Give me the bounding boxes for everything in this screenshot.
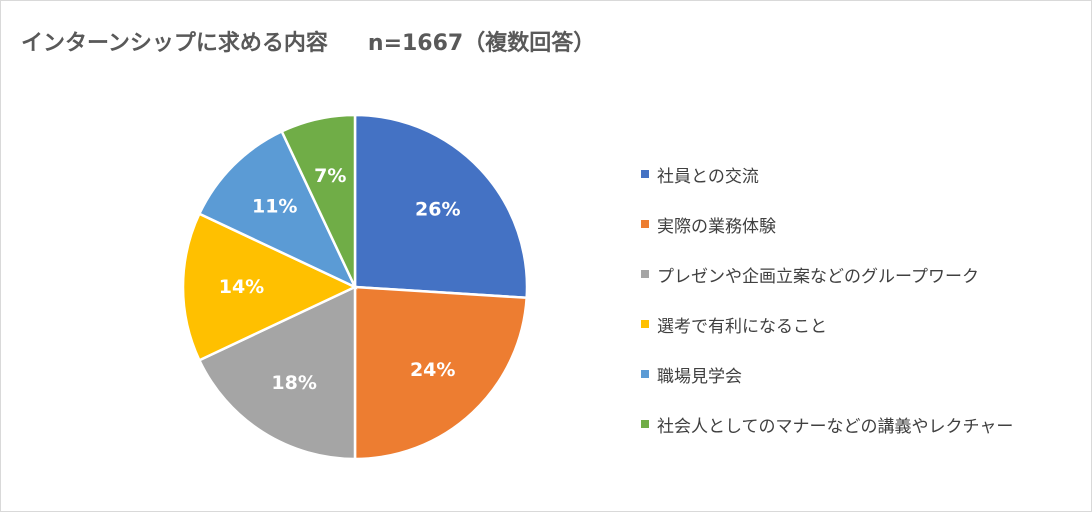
legend-label-6: 社会人としてのマナーなどの講義やレクチャー <box>657 416 1014 437</box>
legend-swatch-2 <box>641 220 649 228</box>
legend-swatch-4 <box>641 320 649 328</box>
legend-item-5: 職場見学会 <box>641 349 1013 399</box>
data-label-4: 14% <box>219 276 264 298</box>
legend: 社員との交流 実際の業務体験プレゼンや企画立案などのグループワーク 選考で有利になる… <box>641 149 1013 449</box>
legend-item-3: プレゼンや企画立案などのグループワーク <box>641 249 1013 299</box>
pie-slice-2 <box>353 285 528 461</box>
data-label-2: 24% <box>410 359 455 381</box>
data-label-6: 7% <box>314 165 346 187</box>
data-label-1: 26% <box>415 198 460 220</box>
legend-swatch-6 <box>641 420 649 428</box>
legend-label-3: プレゼンや企画立案などのグループワーク <box>657 266 979 287</box>
legend-swatch-3 <box>641 270 649 278</box>
pie-slice-4 <box>181 212 358 362</box>
legend-item-1: 社員との交流 <box>641 149 1013 199</box>
legend-label-4: 選考で有利になること <box>657 316 827 337</box>
legend-label-5: 職場見学会 <box>657 366 742 387</box>
data-label-5: 11% <box>252 196 297 218</box>
pie-slice-5 <box>197 129 358 290</box>
chart-title: インターンシップに求める内容 n=1667（複数回答） <box>21 25 595 57</box>
pie-slice-1 <box>353 113 529 300</box>
chart-subtitle: n=1667（複数回答） <box>367 31 596 56</box>
legend-swatch-5 <box>641 370 649 378</box>
legend-swatch-1 <box>641 170 649 178</box>
data-label-3: 18% <box>271 372 316 394</box>
chart-title-text: インターンシップに求める内容 <box>21 31 328 56</box>
legend-item-6: 社会人としてのマナーなどの講義やレクチャー <box>641 399 1013 449</box>
legend-item-4: 選考で有利になること <box>641 299 1013 349</box>
legend-label-1: 社員との交流 <box>657 166 759 187</box>
pie-slice-3 <box>197 285 357 461</box>
pie-slice-6 <box>280 113 357 288</box>
legend-item-2: 実際の業務体験 <box>641 199 1013 249</box>
legend-label-2: 実際の業務体験 <box>657 216 776 237</box>
